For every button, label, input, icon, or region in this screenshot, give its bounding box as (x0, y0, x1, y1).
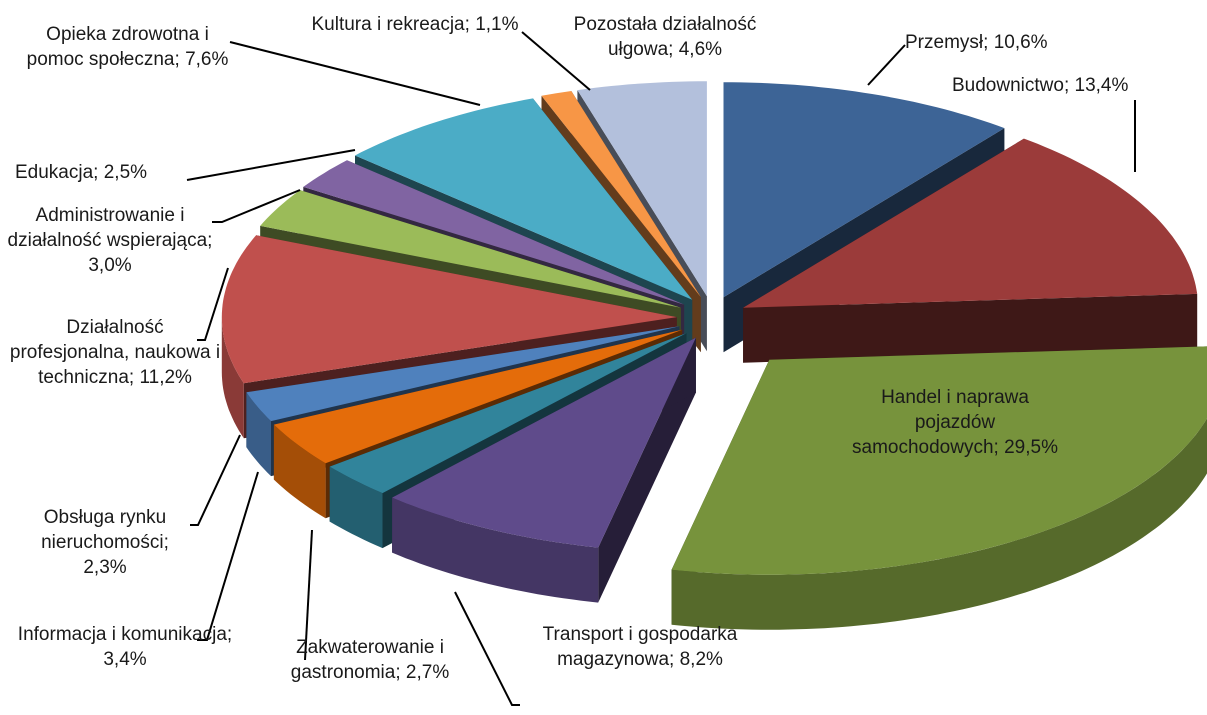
slice-side (273, 424, 326, 519)
slice-side (392, 497, 599, 603)
leader-line (521, 31, 591, 91)
data-label: Opieka zdrowotna i pomoc społeczna; 7,6% (20, 22, 235, 72)
label-name: Kultura i rekreacja (311, 14, 465, 35)
label-name: Transport i gospodarka magazynowa (542, 624, 738, 670)
label-value: 3,0% (88, 255, 132, 276)
label-name: Zakwaterowanie i gastronomia (290, 637, 444, 683)
label-name: Handel i naprawa pojazdów samochodowych (852, 387, 1029, 458)
label-value: 13,4% (1074, 75, 1129, 96)
slice (355, 98, 693, 300)
label-value: 7,6% (185, 49, 229, 70)
label-separator: ; (464, 14, 476, 35)
data-label: Transport i gospodarka magazynowa; 8,2% (540, 622, 740, 672)
slice (246, 326, 680, 422)
leader-line (197, 267, 229, 341)
label-name: Pozostała działalność ułgowa (573, 14, 757, 60)
label-separator: ; (668, 39, 679, 60)
label-name: Informacja i komunikacja (17, 624, 227, 645)
label-value: 1,1% (475, 14, 519, 35)
label-name: Przemysł (905, 32, 984, 53)
data-label: Budownictwo; 13,4% (952, 73, 1202, 98)
slice (541, 91, 701, 298)
label-separator: ; (174, 49, 186, 70)
leader-line (186, 149, 356, 181)
label-name: Działalność profesjonalna, naukowa i tec… (9, 317, 221, 388)
data-label: Informacja i komunikacja; 3,4% (10, 622, 240, 672)
label-value: 4,6% (678, 39, 723, 60)
slice-side (246, 392, 271, 477)
label-value: 3,4% (103, 649, 147, 670)
data-label: Pozostała działalność ułgowa; 4,6% (545, 12, 785, 62)
leader-line (867, 44, 906, 86)
data-label: Handel i naprawa pojazdów samochodowych;… (850, 385, 1060, 460)
label-value: 2,7% (405, 662, 450, 683)
slice (723, 82, 1005, 298)
label-value: 2,3% (83, 557, 127, 578)
slice (743, 138, 1198, 308)
leader-line (190, 434, 241, 526)
leader-line (304, 529, 313, 661)
slice-face (743, 293, 1198, 363)
slice-side (329, 466, 383, 549)
label-name: Budownictwo (952, 75, 1064, 96)
slice (273, 329, 683, 464)
leader-line (229, 41, 481, 106)
slice-side (671, 418, 1207, 630)
label-value: 2,5% (103, 162, 148, 183)
label-separator: ; (226, 624, 238, 645)
slice (329, 333, 687, 494)
label-separator: ; (395, 662, 406, 683)
label-name: Edukacja (15, 162, 94, 183)
data-label: Edukacja; 2,5% (15, 160, 215, 185)
label-value: 10,6% (993, 32, 1048, 53)
data-label: Działalność profesjonalna, naukowa i tec… (5, 315, 225, 390)
label-name: Administrowanie i działalność wspierając… (7, 205, 208, 251)
leader-line (197, 471, 259, 641)
data-label: Przemysł; 10,6% (905, 30, 1175, 55)
slice-side (221, 317, 244, 439)
slice (577, 81, 707, 297)
slices (221, 81, 1207, 630)
data-label: Obsługa rynku nieruchomości; 2,3% (20, 505, 190, 580)
label-separator: ; (983, 32, 994, 53)
slice (671, 346, 1207, 575)
slice (303, 160, 685, 305)
label-separator: ; (1063, 75, 1075, 96)
label-separator: ; (128, 367, 140, 388)
leader-line (212, 189, 301, 223)
label-value: 29,5% (1004, 437, 1058, 458)
label-separator: ; (669, 649, 680, 670)
leader-line (454, 591, 520, 706)
slice (260, 190, 681, 308)
slice-face (329, 333, 687, 522)
data-label: Kultura i rekreacja; 1,1% (305, 12, 525, 37)
label-value: 8,2% (679, 649, 723, 670)
label-separator: ; (93, 162, 104, 183)
data-label: Zakwaterowanie i gastronomia; 2,7% (255, 635, 485, 685)
leader-lines (186, 31, 1136, 706)
label-separator: ; (163, 532, 175, 553)
data-label: Administrowanie i działalność wspierając… (5, 203, 215, 278)
label-name: Obsługa rynku nieruchomości (41, 507, 167, 553)
label-value: 11,2% (139, 367, 192, 388)
label-separator: ; (993, 437, 1005, 458)
slice (221, 235, 677, 384)
slice (392, 337, 696, 548)
label-separator: ; (207, 230, 218, 251)
label-name: Opieka zdrowotna i pomoc społeczna (26, 24, 209, 70)
